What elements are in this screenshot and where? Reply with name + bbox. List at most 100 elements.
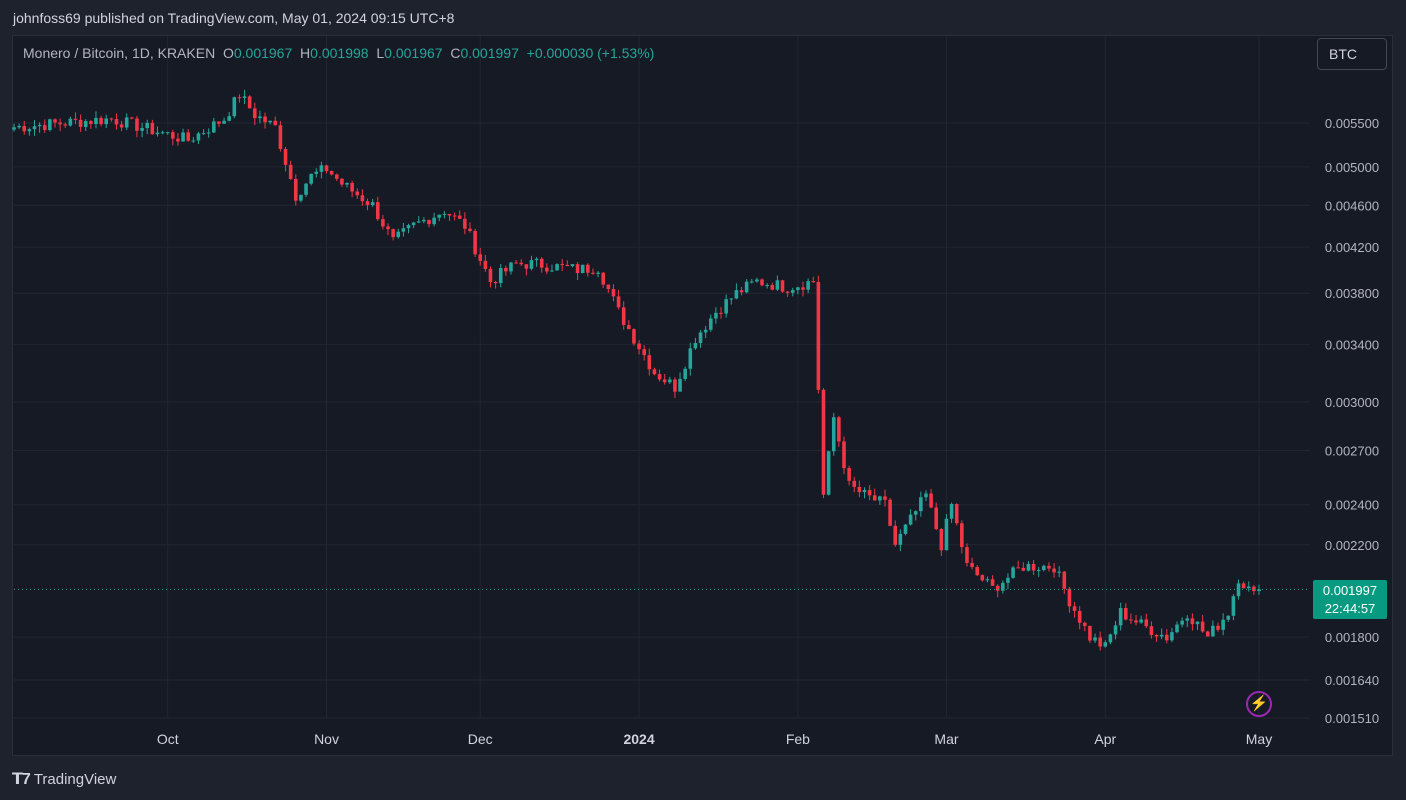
candle-body: [601, 272, 605, 285]
candle-body: [124, 117, 129, 128]
candle-body: [181, 132, 185, 142]
candle-body: [642, 349, 646, 356]
candle-body: [724, 299, 728, 314]
candle-body: [473, 230, 477, 255]
candle-body: [831, 417, 836, 452]
candle-body: [437, 214, 442, 218]
candle-body: [504, 268, 508, 272]
brand-name: TradingView: [33, 770, 117, 788]
candle-body: [975, 567, 980, 576]
candle-body: [37, 124, 42, 127]
candle-body: [1057, 571, 1061, 573]
candle-body: [739, 290, 744, 293]
candle-body: [744, 281, 749, 293]
candle-body: [278, 125, 283, 149]
candle-body: [995, 585, 1000, 591]
tradingview-brand[interactable]: 𝗧7 TradingView: [12, 769, 116, 789]
candle-body: [985, 579, 990, 581]
candle-body: [944, 518, 949, 551]
candle-body: [770, 285, 775, 290]
candle-body: [360, 195, 365, 202]
candle-body: [980, 575, 985, 581]
candle-body: [32, 126, 37, 130]
candle-body: [683, 368, 687, 379]
candle-body: [53, 119, 57, 123]
price-tick-label: 0.003800: [1325, 286, 1379, 301]
candle-body: [1185, 618, 1190, 621]
candle-body: [1226, 615, 1231, 620]
candle-body: [627, 324, 631, 330]
candle-body: [780, 280, 785, 292]
price-tick-label: 0.004200: [1325, 240, 1379, 255]
candle-body: [150, 122, 155, 135]
candle-body: [273, 120, 278, 126]
candle-body: [1154, 634, 1159, 637]
candle-body: [109, 118, 114, 120]
time-tick-label: Nov: [314, 731, 339, 747]
candle-body: [990, 579, 995, 586]
candle-body: [304, 183, 308, 195]
candle-body: [406, 225, 411, 229]
lightning-alert-icon[interactable]: ⚡: [1246, 691, 1272, 717]
time-tick-label: Apr: [1094, 731, 1116, 747]
candle-body: [852, 480, 857, 487]
candle-body: [324, 165, 329, 171]
candle-body: [703, 329, 708, 333]
candle-body: [621, 307, 626, 325]
candle-body: [1006, 577, 1010, 583]
candle-body: [616, 296, 621, 308]
candle-body: [570, 264, 575, 267]
candle-body: [934, 507, 939, 530]
candle-body: [165, 132, 170, 134]
candle-body: [755, 279, 759, 282]
price-tick-label: 0.005500: [1325, 116, 1379, 131]
candle-body: [698, 332, 703, 344]
candle-body: [647, 355, 652, 370]
time-tick-label: Mar: [934, 731, 958, 747]
candle-body: [268, 120, 272, 123]
candle-body: [468, 228, 472, 231]
candle-body: [611, 289, 616, 297]
time-axis: Oct Nov Dec 2024 Feb Mar Apr May: [157, 731, 1272, 747]
low-value: 0.001967: [384, 45, 443, 61]
candle-body: [806, 281, 810, 290]
low-label: L: [376, 45, 385, 61]
candle-body: [1036, 570, 1041, 572]
candle-body: [908, 514, 913, 525]
candle-body: [160, 132, 165, 134]
candle-body: [22, 125, 27, 132]
last-price-value: 0.001997: [1323, 583, 1377, 598]
candle-body: [1067, 588, 1072, 607]
symbol-legend[interactable]: Monero / Bitcoin, 1D, KRAKEN O0.001967 H…: [23, 45, 654, 61]
candle-body: [637, 343, 641, 350]
candle-body: [580, 264, 585, 274]
candle-body: [1118, 608, 1123, 626]
candle-body: [837, 417, 841, 442]
price-tick-label: 0.005000: [1325, 160, 1379, 175]
candle-body: [1257, 589, 1261, 592]
symbol-name[interactable]: Monero / Bitcoin, 1D, KRAKEN: [23, 45, 216, 61]
candle-body: [1088, 625, 1092, 641]
candle-body: [1011, 567, 1015, 578]
high-label: H: [300, 45, 311, 61]
candle-body: [893, 525, 898, 545]
candle-body: [130, 117, 134, 119]
candle-body: [550, 270, 554, 272]
candle-body: [1052, 568, 1056, 573]
candle-body: [247, 96, 252, 109]
currency-button[interactable]: BTC: [1317, 38, 1387, 70]
close-label: C: [450, 45, 461, 61]
published-by-text: johnfoss69 published on TradingView.com,…: [13, 10, 455, 26]
candle-body: [545, 267, 549, 272]
high-value: 0.001998: [310, 45, 369, 61]
candle-body: [1190, 618, 1195, 625]
candle-body: [708, 318, 713, 330]
candle-body: [529, 260, 534, 269]
candle-body: [212, 121, 216, 133]
candle-body: [657, 374, 662, 380]
candle-body: [94, 117, 98, 125]
candle-body: [919, 497, 923, 512]
candle-body: [1144, 619, 1149, 627]
candle-body: [263, 116, 267, 123]
